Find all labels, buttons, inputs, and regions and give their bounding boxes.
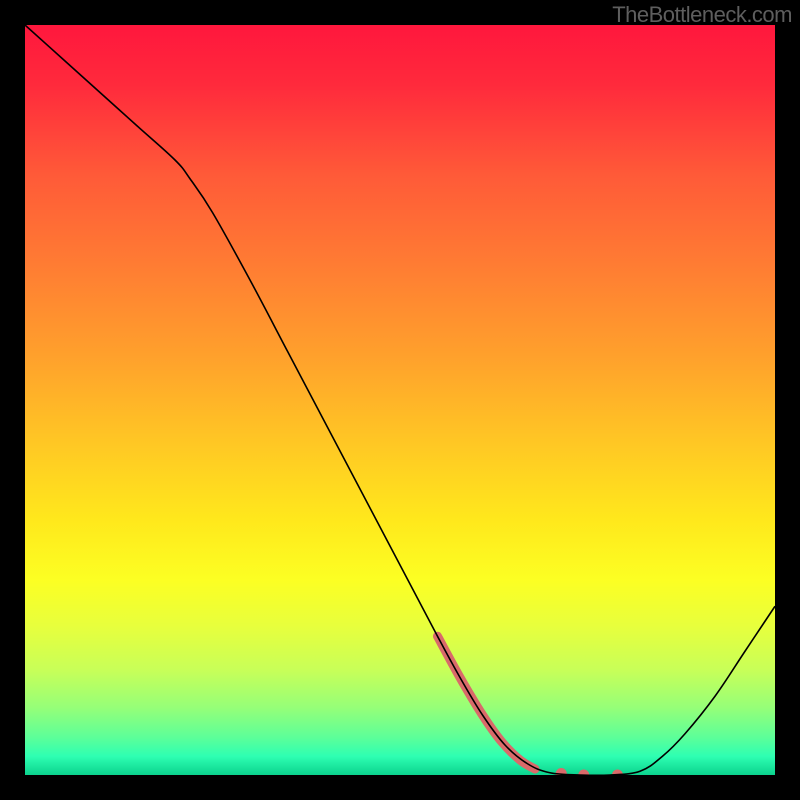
chart-svg [25,25,775,775]
chart-frame: TheBottleneck.com [0,0,800,800]
plot-area [25,25,775,775]
gradient-background [25,25,775,775]
